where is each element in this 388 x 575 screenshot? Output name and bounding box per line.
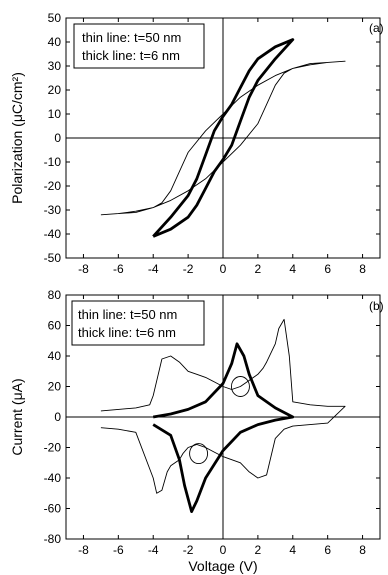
x-tick-label-a-5: 2 [255, 262, 262, 276]
y-tick-label-b-1: -60 [44, 502, 62, 516]
x-tick-label-a-8: 8 [359, 262, 366, 276]
annotation-circles-b [189, 376, 250, 465]
annotation-circle-1 [189, 443, 209, 465]
y-tick-label-a-10: 50 [48, 11, 62, 25]
x-tick-label-a-2: -4 [148, 262, 159, 276]
zero-lines-a [66, 18, 380, 258]
y-tick-label-a-2: -30 [44, 203, 62, 217]
y-tick-label-b-3: -20 [44, 441, 62, 455]
y-tick-label-a-9: 40 [48, 35, 62, 49]
legend-line-2-a: thick line: t=6 nm [82, 48, 180, 63]
y-tick-label-a-5: 0 [54, 131, 61, 145]
legend-frame-a [73, 23, 205, 69]
y-tick-label-a-8: 30 [48, 59, 62, 73]
x-tick-label-b-7: 6 [324, 543, 331, 557]
x-tick-label-a-3: -2 [183, 262, 194, 276]
y-tick-label-a-4: -10 [44, 155, 62, 169]
legend-line-1-b: thin line: t=50 nm [78, 307, 177, 322]
x-tick-label-b-2: -4 [148, 543, 159, 557]
y-tick-label-a-7: 20 [48, 83, 62, 97]
x-tick-label-a-7: 6 [324, 262, 331, 276]
x-tick-label-b-8: 8 [359, 543, 366, 557]
legend-frame-b [71, 300, 205, 346]
x-tick-label-a-0: -8 [78, 262, 89, 276]
y-tick-label-a-3: -20 [44, 179, 62, 193]
annotation-circle-0 [230, 376, 250, 397]
y-axis-title-b: Current (μA) [9, 378, 25, 455]
panel-a: -8 -6 -4 -2 0 2 4 6 8-50-40-30-20-1001020304050 … [9, 11, 384, 276]
series-line-b-1 [152, 342, 295, 514]
x-tick-label-b-3: -2 [183, 543, 194, 557]
x-axis-title-b: Voltage (V) [188, 558, 257, 574]
x-tick-label-a-1: -6 [113, 262, 124, 276]
y-tick-label-b-8: 80 [48, 288, 62, 302]
x-tick-label-b-6: 4 [289, 543, 296, 557]
panel-label-a: (a) [369, 21, 384, 35]
y-tick-label-b-6: 40 [48, 349, 62, 363]
legend-line-2-b: thick line: t=6 nm [78, 325, 176, 340]
series-b [100, 318, 346, 514]
x-tick-label-b-4: 0 [220, 543, 227, 557]
y-tick-label-b-4: 0 [54, 410, 61, 424]
y-tick-label-a-6: 10 [48, 107, 62, 121]
series-line-b-0 [100, 318, 346, 494]
x-tick-label-b-0: -8 [78, 543, 89, 557]
x-tick-label-a-6: 4 [289, 262, 296, 276]
series-line-a-1 [152, 38, 295, 238]
y-tick-label-a-1: -40 [44, 227, 62, 241]
y-tick-label-b-2: -40 [44, 471, 62, 485]
x-tick-label-b-5: 2 [255, 543, 262, 557]
y-tick-label-a-0: -50 [44, 251, 62, 265]
legend-line-1-a: thin line: t=50 nm [82, 30, 181, 45]
y-tick-label-b-5: 20 [48, 380, 62, 394]
y-tick-label-b-0: -80 [44, 532, 62, 546]
legend-box-a: thin line: t=50 nm thick line: t=6 nm [73, 23, 205, 69]
x-tick-label-a-4: 0 [220, 262, 227, 276]
y-tick-label-b-7: 60 [48, 319, 62, 333]
series-a [100, 38, 346, 238]
x-tick-label-b-1: -6 [113, 543, 124, 557]
zero-lines-b [66, 295, 380, 539]
panel-label-b: (b) [369, 299, 384, 313]
legend-box-b: thin line: t=50 nm thick line: t=6 nm [71, 300, 205, 346]
y-axis-title-a: Polarization (μC/cm²) [9, 72, 25, 204]
